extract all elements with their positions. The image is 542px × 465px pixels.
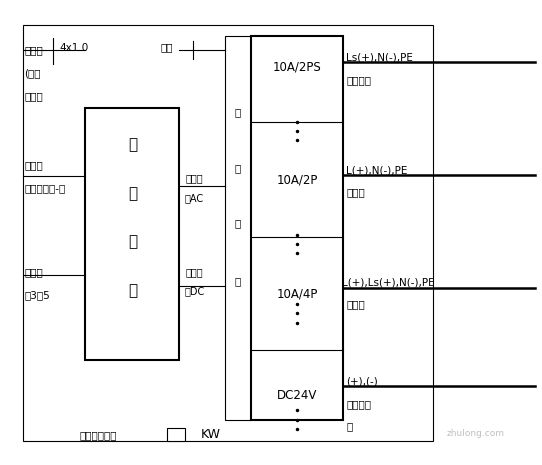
Text: 监控: 监控: [160, 43, 173, 53]
Text: 流: 流: [346, 421, 353, 431]
Text: 控: 控: [128, 234, 137, 249]
Text: 10A/2PS: 10A/2PS: [273, 60, 321, 73]
Text: 应急电: 应急电: [24, 160, 43, 171]
Text: 正常电: 正常电: [185, 173, 203, 183]
Text: 源3或5: 源3或5: [24, 290, 50, 300]
Text: 制: 制: [128, 283, 137, 298]
Text: 输: 输: [235, 107, 241, 117]
Text: L(+),N(-),PE: L(+),N(-),PE: [346, 165, 408, 175]
Bar: [167, 428, 185, 441]
Text: 应急电: 应急电: [185, 267, 203, 277]
Text: 正常电: 正常电: [24, 267, 43, 277]
Text: KW: KW: [201, 428, 221, 441]
Text: 持续式: 持续式: [346, 187, 365, 197]
Text: 源AC: 源AC: [185, 193, 204, 203]
Text: L(+),Ls(+),N(-),PE: L(+),Ls(+),N(-),PE: [342, 278, 435, 287]
Text: 可控式: 可控式: [346, 299, 365, 310]
Text: （源），（-）: （源），（-）: [24, 184, 65, 193]
Text: 10A/4P: 10A/4P: [276, 287, 318, 300]
Text: 4x1.0: 4x1.0: [60, 43, 89, 53]
Text: 源: 源: [128, 186, 137, 201]
Text: 非持续式: 非持续式: [346, 75, 371, 85]
Bar: [251, 36, 343, 420]
Text: 消防联: 消防联: [24, 45, 43, 55]
Text: 地面导光: 地面导光: [346, 399, 371, 410]
Text: 10A/2P: 10A/2P: [276, 173, 318, 186]
Text: 块: 块: [235, 276, 241, 286]
Text: (联动: (联动: [24, 68, 41, 78]
Bar: [225, 36, 251, 420]
Text: 电: 电: [128, 137, 137, 152]
Bar: [23, 25, 433, 440]
Text: 源DC: 源DC: [184, 286, 204, 297]
Text: (+),(-): (+),(-): [346, 376, 378, 386]
Text: 模: 模: [235, 218, 241, 228]
Text: 点灯）: 点灯）: [24, 91, 43, 101]
Text: DC24V: DC24V: [277, 389, 317, 402]
Text: zhulong.com: zhulong.com: [447, 429, 505, 438]
Text: 额定应急功率: 额定应急功率: [80, 430, 117, 440]
Text: Ls(+),N(-),PE: Ls(+),N(-),PE: [346, 53, 414, 63]
Text: 出: 出: [235, 163, 241, 173]
Bar: [85, 108, 179, 359]
